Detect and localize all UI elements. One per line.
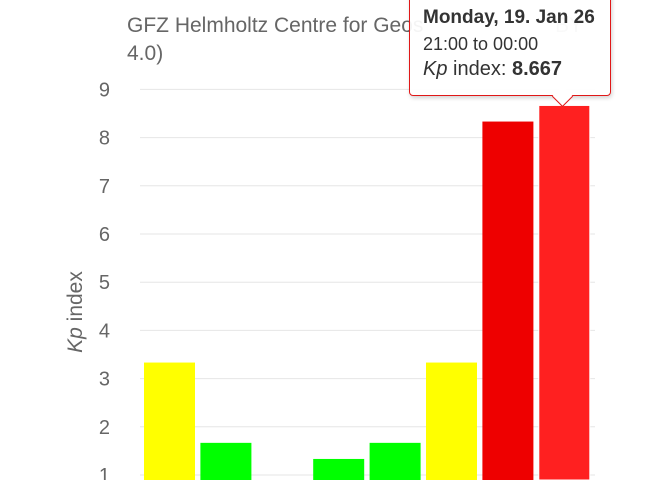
y-tick-label: 3 bbox=[99, 369, 110, 391]
bar[interactable] bbox=[538, 104, 591, 480]
y-tick-label: 4 bbox=[99, 320, 110, 342]
y-tick-label: 1 bbox=[99, 465, 110, 480]
bars bbox=[144, 104, 591, 480]
bar[interactable] bbox=[313, 458, 365, 480]
y-tick-label: 2 bbox=[99, 417, 110, 439]
y-tick-label: 6 bbox=[99, 224, 110, 246]
y-axis-label: Kp index bbox=[64, 271, 87, 353]
tooltip-label-kp: Kp bbox=[423, 58, 448, 80]
credit-text-continued: 4.0) bbox=[127, 42, 164, 65]
tooltip-time-range: 21:00 to 00:00 bbox=[423, 34, 539, 54]
bar[interactable] bbox=[482, 121, 534, 480]
bar[interactable] bbox=[369, 442, 421, 480]
gridlines bbox=[140, 88, 595, 476]
bar[interactable] bbox=[200, 442, 252, 480]
credit-text-main: GFZ Helmholtz Centre for Geos bbox=[127, 14, 424, 37]
tooltip-value-row: Kp index: 8.667 bbox=[423, 58, 562, 81]
bar-tooltip: Monday, 19. Jan 26 21:00 to 00:00 Kp ind… bbox=[409, 0, 611, 108]
tooltip-date: Monday, 19. Jan 26 bbox=[423, 7, 595, 28]
y-tick-label: 7 bbox=[99, 176, 110, 198]
tooltip-value: 8.667 bbox=[511, 58, 563, 80]
y-tick-label: 8 bbox=[99, 128, 110, 150]
y-tick-label: 5 bbox=[99, 272, 110, 294]
tooltip-label-index: index: bbox=[447, 58, 512, 80]
bar[interactable] bbox=[426, 362, 477, 480]
credit-text: GFZ Helmholtz Centre for Geos bbox=[127, 14, 423, 38]
y-axis-ticks: 1 2 3 4 5 6 7 8 9 bbox=[99, 79, 110, 480]
bar[interactable] bbox=[144, 362, 195, 480]
y-tick-label: 9 bbox=[99, 79, 110, 101]
